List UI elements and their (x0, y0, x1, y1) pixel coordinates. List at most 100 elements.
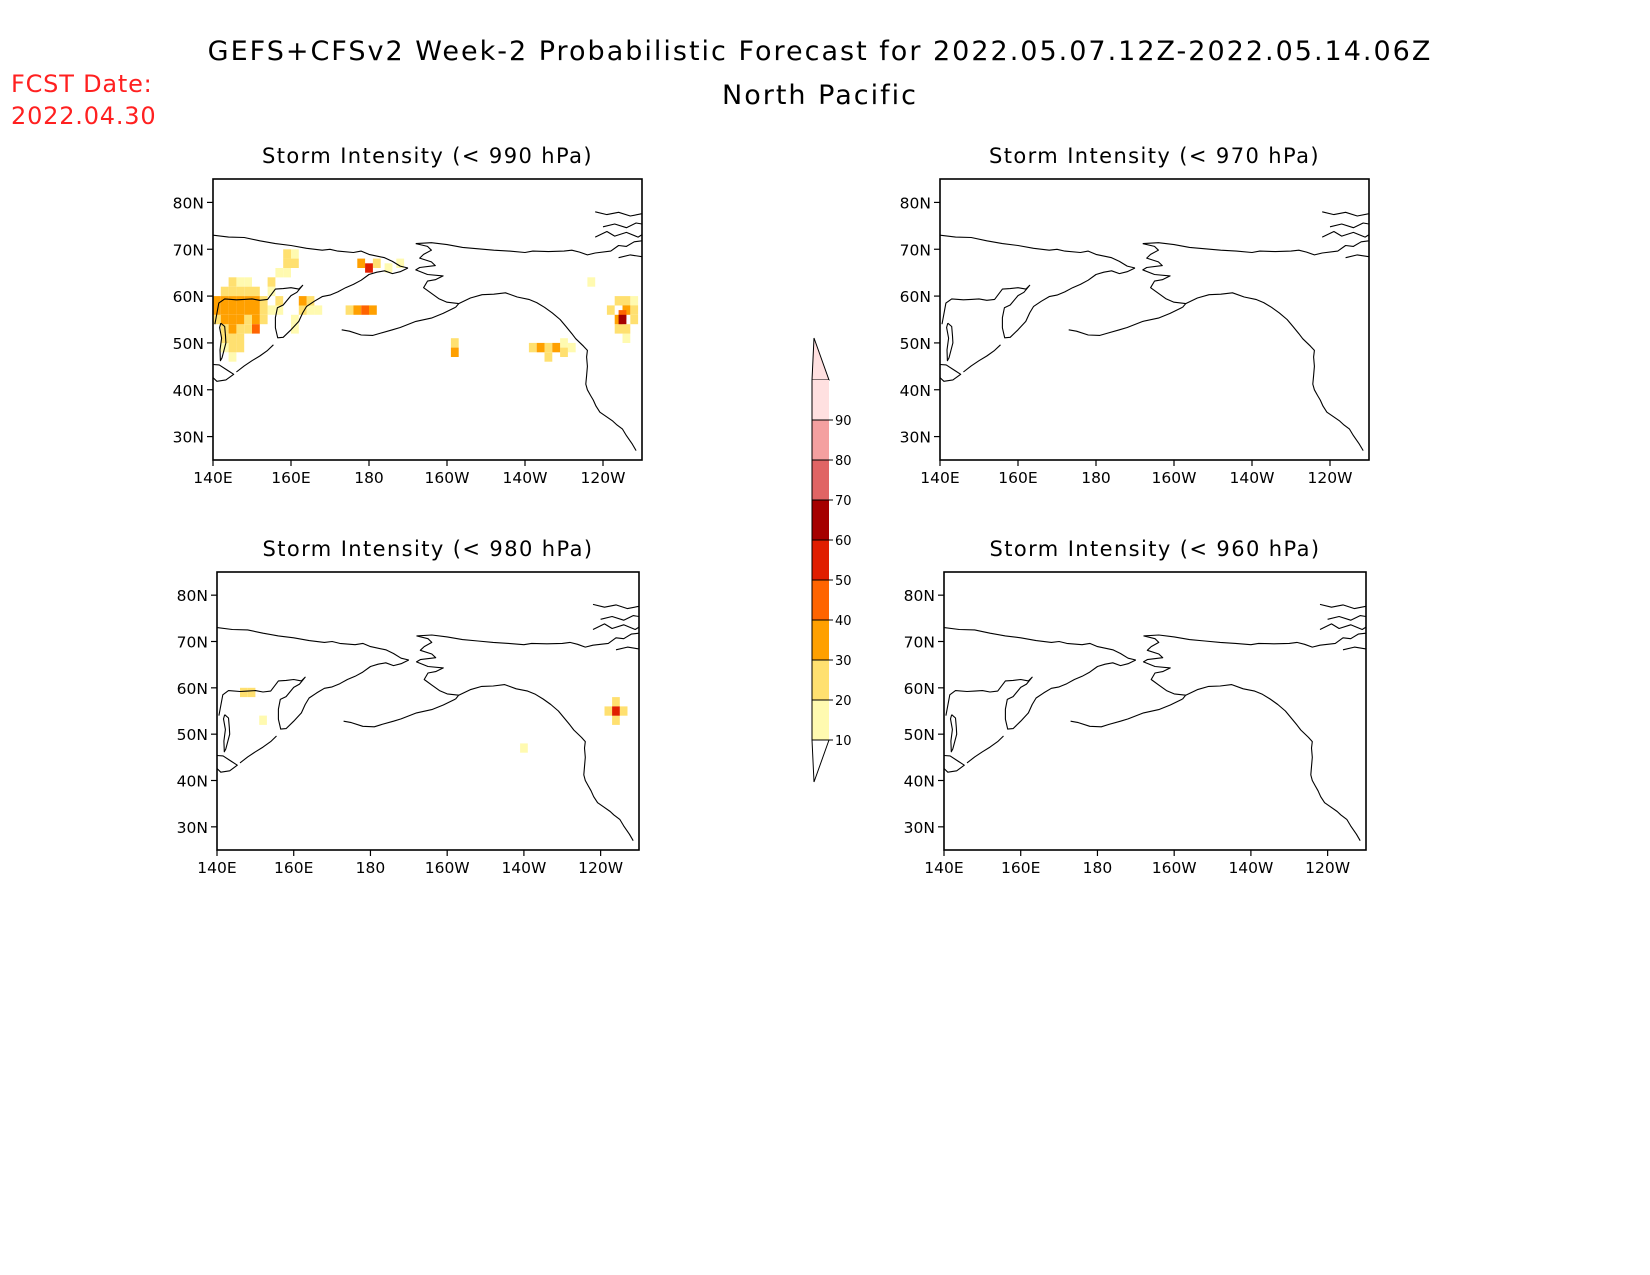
probability-cell (267, 305, 276, 315)
lat-tick-label: 60N (904, 680, 935, 698)
probability-cell (228, 305, 237, 315)
probability-cell (612, 706, 620, 716)
coastline-segment (213, 363, 235, 382)
probability-cell (236, 324, 245, 334)
colorbar-label: 80 (835, 454, 852, 469)
coastline-segment (946, 322, 954, 362)
lat-tick-label: 80N (177, 587, 208, 605)
probability-cell (275, 305, 284, 315)
probability-cell (213, 314, 221, 325)
map-panel-p960: Storm Intensity (< 960 hPa) 140E 160E 180 16… (904, 537, 1367, 877)
coastline-segment (944, 754, 965, 773)
coastline-segment (1068, 306, 1183, 336)
probability-cell (220, 296, 229, 306)
lat-tick-label: 30N (900, 429, 931, 447)
colorbar-label: 60 (835, 534, 852, 549)
lat-tick-label: 60N (173, 288, 204, 306)
coastline-segment (1143, 632, 1366, 648)
lon-tick-label: 140E (197, 859, 236, 877)
coastline (944, 603, 1366, 841)
probability-cell (291, 324, 299, 334)
probability-cell (314, 305, 323, 315)
coastline-segment (1142, 635, 1187, 700)
probability-cell (630, 305, 639, 315)
colorbar-segment (812, 620, 829, 660)
probability-cell (361, 305, 369, 315)
lon-tick-label: 140W (1230, 469, 1275, 487)
map-panel-p990: Storm Intensity (< 990 hPa) 140E 160E 180 16… (173, 144, 643, 487)
lat-tick-label: 50N (173, 335, 204, 353)
coastline-segment (1185, 292, 1364, 451)
colorbar-label: 90 (835, 414, 852, 429)
map-panels: Storm Intensity (< 990 hPa) 140E 160E 180 16… (173, 144, 1370, 877)
lon-tick-label: 180 (1083, 859, 1113, 877)
map-panel-p970: Storm Intensity (< 970 hPa) 140E 160E 180 16… (900, 144, 1370, 487)
lat-tick-label: 70N (900, 241, 931, 259)
probability-cell (369, 305, 377, 315)
probability-cell (544, 342, 553, 353)
fcst-date-value: 2022.04.30 (11, 102, 156, 130)
coastline-segment (949, 714, 958, 753)
coastline-segment (1342, 646, 1366, 651)
coastline-segment (600, 615, 639, 621)
map-panel-p980: Storm Intensity (< 980 hPa) 140E 160E 180 16… (177, 537, 640, 877)
colorbar-label: 50 (835, 574, 852, 589)
probability-cell (252, 324, 260, 334)
coastline-segment (595, 211, 642, 217)
probability-cell (228, 296, 237, 306)
coastline-segment (1321, 230, 1369, 238)
lon-tick-label: 160W (1152, 859, 1197, 877)
coastline-segment (945, 659, 1137, 730)
coastline-segment (1142, 243, 1187, 308)
coastline-segment (1070, 698, 1183, 728)
coastline-segment (416, 632, 639, 648)
probability-cell (275, 268, 284, 278)
probability-cell (544, 352, 553, 362)
coastline-segment (236, 344, 274, 373)
probability-cell (630, 296, 639, 306)
lat-tick-label: 50N (177, 726, 208, 744)
coastline-segment (1319, 603, 1366, 610)
probability-cell (244, 324, 252, 334)
probability-cell (236, 305, 245, 315)
coastline-segment (592, 603, 639, 610)
lon-tick-label: 160E (274, 859, 313, 877)
probability-cell (622, 333, 631, 343)
coastline-segment (1142, 240, 1369, 256)
colorbar-segment (812, 460, 829, 500)
coastline-segment (458, 684, 634, 841)
probability-cell (220, 286, 229, 297)
lat-tick-label: 80N (173, 194, 204, 212)
probability-cell (213, 296, 221, 306)
map-frame (216, 571, 640, 851)
probability-cell (357, 258, 366, 268)
lat-tick-label: 30N (173, 429, 204, 447)
probability-cell (298, 305, 307, 315)
probability-cell (259, 305, 268, 315)
coastline-segment (458, 292, 637, 451)
lon-tick-label: 180 (356, 859, 386, 877)
coastline-segment (341, 306, 456, 336)
coastline-segment (222, 714, 231, 753)
probability-cell (228, 352, 237, 362)
probability-cell (247, 687, 256, 698)
lat-tick-label: 70N (177, 634, 208, 652)
panel-title: Storm Intensity (< 970 hPa) (989, 144, 1320, 168)
coastline-segment (1345, 254, 1369, 259)
probability-cell (283, 249, 291, 259)
lon-tick-label: 160W (1152, 469, 1197, 487)
probability-cell (298, 296, 307, 306)
coastline-segment (618, 254, 642, 259)
probability-cell (259, 296, 268, 306)
probability-cell (536, 342, 545, 353)
lat-tick-label: 40N (177, 773, 208, 791)
coastline-segment (1319, 623, 1366, 631)
panel-title: Storm Intensity (< 990 hPa) (262, 144, 593, 168)
lon-tick-label: 120W (581, 469, 626, 487)
probability-cell (252, 305, 260, 315)
probability-cell (612, 715, 620, 725)
main-subtitle: North Pacific (722, 80, 918, 111)
lat-tick-label: 70N (173, 241, 204, 259)
probability-cell (291, 249, 299, 259)
probability-cell (353, 305, 362, 315)
